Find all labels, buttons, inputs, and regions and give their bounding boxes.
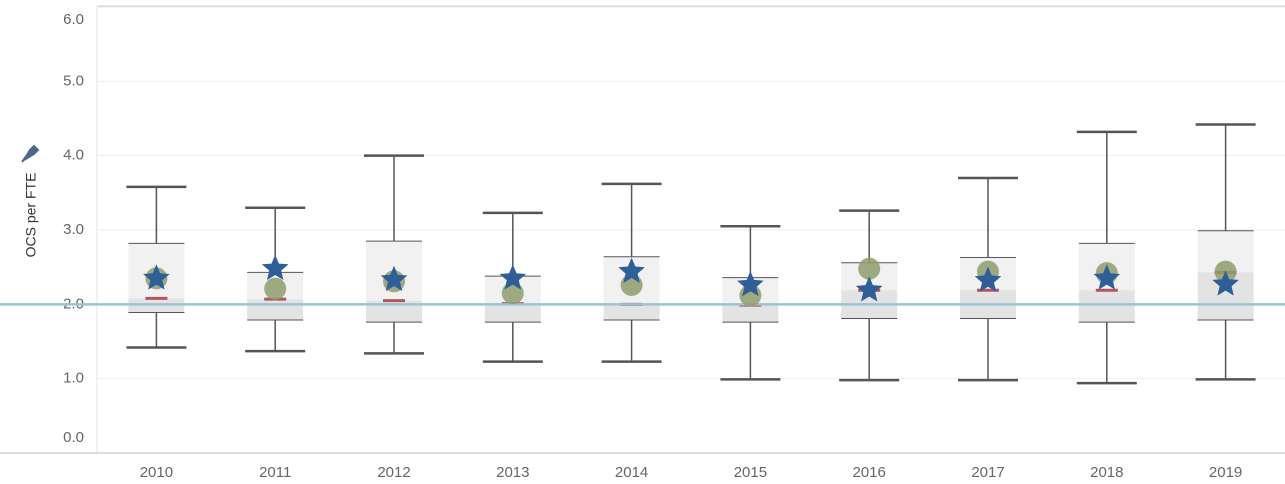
star-marker xyxy=(499,264,527,290)
circle-marker xyxy=(264,277,287,300)
x-tick-label: 2015 xyxy=(734,464,767,481)
box-lower xyxy=(1078,290,1135,323)
star-marker xyxy=(974,266,1002,292)
star-marker xyxy=(380,265,408,292)
box-lower xyxy=(722,305,779,323)
star-marker xyxy=(618,257,645,283)
star-marker xyxy=(737,271,764,297)
x-tick-label: 2019 xyxy=(1209,464,1242,481)
y-tick-label: 3.0 xyxy=(63,221,84,238)
star-marker xyxy=(261,254,289,280)
star-marker xyxy=(143,264,170,290)
box-lower xyxy=(366,300,422,323)
pin-icon[interactable] xyxy=(21,144,40,163)
box-lower xyxy=(484,303,541,323)
x-tick-label: 2011 xyxy=(259,464,291,481)
x-tick-label: 2010 xyxy=(140,464,173,481)
y-tick-label: 0.0 xyxy=(63,429,84,446)
x-tick-label: 2012 xyxy=(377,464,410,481)
star-marker xyxy=(1093,264,1121,290)
y-axis-label: OCS per FTE xyxy=(23,173,39,258)
circle-marker xyxy=(858,257,881,280)
x-tick-label: 2013 xyxy=(496,464,529,481)
y-tick-label: 1.0 xyxy=(63,370,84,387)
box-lower xyxy=(247,299,304,320)
box-lower xyxy=(603,304,660,320)
x-tick-label: 2017 xyxy=(971,464,1004,481)
y-tick-label: 4.0 xyxy=(63,147,84,164)
x-tick-label: 2016 xyxy=(853,464,886,481)
y-tick-label: 6.0 xyxy=(63,11,84,28)
star-marker xyxy=(855,276,883,302)
x-tick-label: 2014 xyxy=(615,464,648,481)
circle-marker xyxy=(501,282,524,305)
x-tick-label: 2018 xyxy=(1090,464,1123,481)
star-marker xyxy=(1212,270,1239,296)
y-tick-label: 5.0 xyxy=(63,72,84,89)
